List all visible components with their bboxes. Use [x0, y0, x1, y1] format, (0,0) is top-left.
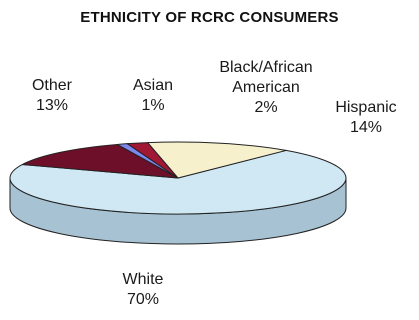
label-hispanic-name: Hispanic [335, 99, 397, 116]
label-black-african-american-name-line2: American [232, 79, 300, 96]
label-other: Other 13% [24, 76, 80, 116]
label-black-african-american: Black/African American 2% [196, 58, 336, 118]
pie-slice-other [21, 143, 179, 179]
label-white: White 70% [113, 270, 173, 310]
label-asian: Asian 1% [126, 76, 180, 116]
label-hispanic: Hispanic 14% [324, 98, 408, 138]
label-black-african-american-value: 2% [254, 99, 278, 116]
pie-slice-hispanic [147, 141, 287, 179]
label-asian-name: Asian [132, 77, 174, 94]
label-asian-value: 1% [141, 97, 165, 114]
label-white-value: 70% [126, 291, 160, 308]
chart-title: ETHNICITY OF RCRC CONSUMERS [80, 9, 339, 26]
pie-slice-white [9, 149, 347, 215]
label-other-value: 13% [35, 97, 69, 114]
pie-top-faces [9, 141, 347, 215]
label-hispanic-value: 14% [349, 119, 383, 136]
label-white-name: White [122, 271, 164, 288]
label-other-name: Other [31, 77, 72, 94]
label-black-african-american-name-line1: Black/African [219, 59, 313, 76]
